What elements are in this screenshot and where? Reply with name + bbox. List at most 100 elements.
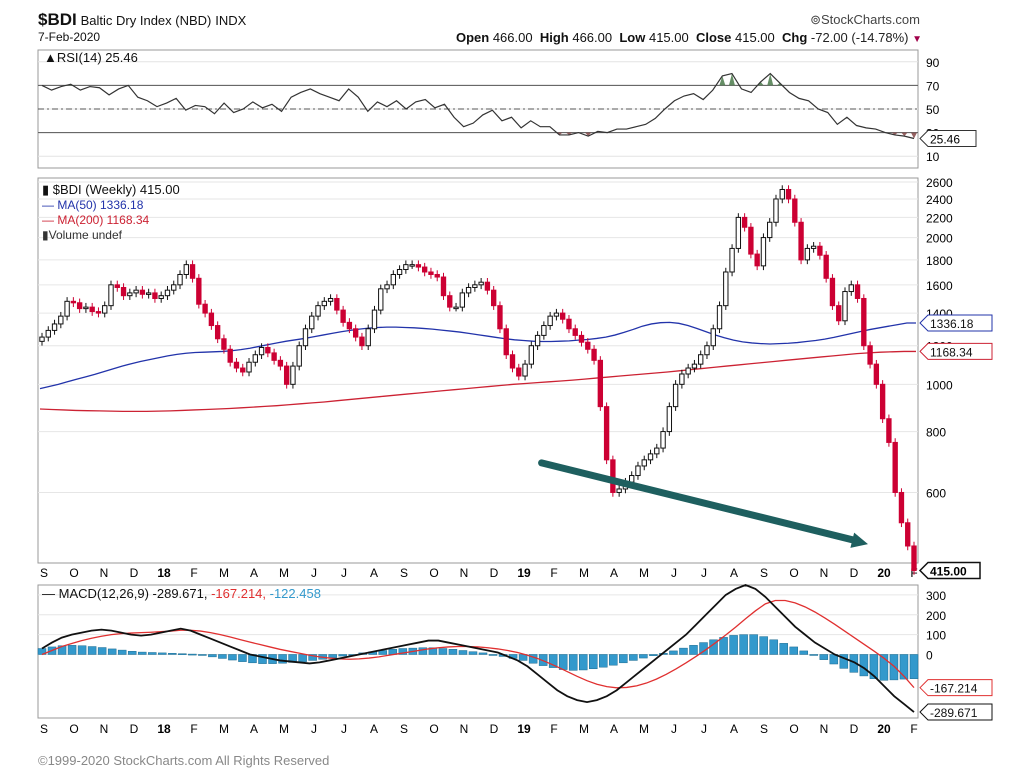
macd-histogram-bar — [398, 648, 408, 655]
down-triangle-icon: ▼ — [912, 34, 922, 45]
x-tick-label: N — [100, 722, 109, 736]
candle-body — [371, 309, 378, 330]
macd-histogram-bar — [458, 650, 468, 655]
candle-body — [760, 237, 767, 267]
candle-body — [396, 269, 403, 275]
candle-body — [641, 459, 647, 467]
candle-body — [158, 295, 164, 299]
macd-histogram-bar — [218, 654, 227, 659]
price-tick-label: 800 — [926, 426, 946, 440]
candle-body — [64, 300, 70, 317]
candle-body — [346, 321, 353, 330]
macd-line — [41, 584, 915, 713]
candle-body — [183, 264, 189, 275]
candle-body — [516, 367, 522, 377]
x-tick-label: D — [490, 722, 499, 736]
candle-body — [741, 216, 748, 228]
macd-histogram-bar — [97, 647, 107, 655]
x-tick-label: A — [250, 722, 258, 736]
candle-body — [810, 245, 817, 249]
x-tick-label: A — [730, 566, 738, 580]
candle-body — [660, 431, 666, 449]
macd-histogram-bar — [879, 654, 889, 681]
candle-body — [848, 284, 854, 293]
macd-last-value-tag — [919, 703, 993, 721]
macd-histogram-bar — [739, 634, 748, 655]
candle-body — [390, 273, 396, 286]
x-tick-label: D — [490, 566, 499, 580]
candle-body — [152, 292, 158, 299]
macd-histogram-bar — [178, 653, 187, 655]
candle-body — [886, 418, 892, 443]
macd-histogram-bar — [629, 654, 638, 661]
candle-body — [629, 475, 635, 483]
brand-label: ⊚StockCharts.com — [810, 12, 920, 27]
candle-body — [127, 292, 133, 297]
candle-body — [465, 286, 472, 294]
rsi-tick-label: 50 — [926, 103, 940, 117]
rsi-title: ▲RSI(14) 25.46 — [44, 50, 138, 65]
x-tick-label: S — [40, 722, 48, 736]
macd-histogram-bar — [117, 649, 127, 655]
candle-body — [76, 302, 83, 310]
x-tick-label: M — [219, 722, 229, 736]
macd-signal-last-value-label: -167.214 — [930, 682, 978, 696]
candle-body — [196, 277, 202, 305]
candle-body — [779, 188, 785, 200]
candle-body — [271, 352, 277, 361]
x-tick-label: S — [760, 722, 768, 736]
price-tick-label: 1600 — [926, 279, 953, 293]
macd-histogram-bar — [909, 654, 919, 679]
candle-body — [58, 315, 64, 325]
macd-histogram-bar — [839, 654, 849, 669]
candle-body — [309, 315, 315, 330]
x-tick-label: O — [69, 722, 78, 736]
x-tick-label: S — [400, 566, 408, 580]
candle-body — [277, 359, 284, 367]
macd-histogram-bar — [649, 654, 658, 656]
ma50-legend: — MA(50) 1336.18 — [42, 198, 144, 212]
candle-body — [603, 406, 610, 461]
macd-histogram-bar — [308, 654, 317, 661]
candle-body — [610, 459, 616, 493]
candle-body — [484, 281, 491, 291]
candle-body — [823, 254, 829, 279]
candle-body — [679, 373, 685, 385]
x-tick-label: 18 — [157, 566, 171, 580]
x-tick-label: A — [250, 566, 258, 580]
candle-body — [735, 216, 742, 249]
macd-histogram-bar — [107, 648, 117, 655]
macd-histogram-bar — [799, 650, 808, 655]
x-tick-label: J — [671, 566, 677, 580]
macd-histogram-bar — [869, 654, 879, 679]
rsi-line — [41, 72, 915, 140]
candle-body — [792, 198, 798, 223]
candle-body — [189, 264, 196, 279]
price-tick-label: 2400 — [926, 193, 953, 207]
x-tick-label: M — [639, 566, 649, 580]
x-tick-label: A — [610, 566, 618, 580]
candle-body — [748, 226, 754, 255]
x-tick-label: F — [550, 722, 557, 736]
macd-histogram-bar — [57, 645, 67, 655]
candle-body — [785, 188, 792, 200]
macd-histogram-bar — [578, 654, 588, 671]
macd-histogram-bar — [238, 654, 247, 662]
macd-histogram-bar — [188, 653, 197, 656]
candle-body — [842, 291, 848, 322]
candle-body — [892, 441, 898, 493]
price-panel: 6008001000120014001600180020002200240026… — [37, 176, 993, 580]
macd-histogram-bar — [689, 645, 698, 655]
macd-signal-last-value-tag — [919, 679, 993, 697]
macd-histogram-bar — [719, 637, 728, 655]
price-last-value-tag — [918, 561, 981, 580]
price-tick-label: 2200 — [926, 211, 953, 225]
macd-histogram-bar — [468, 651, 478, 655]
candle-body — [171, 284, 177, 291]
macd-histogram-bar — [789, 646, 798, 655]
x-tick-label: O — [789, 566, 798, 580]
x-tick-label: J — [311, 566, 317, 580]
macd-tick-label: 200 — [926, 609, 946, 623]
x-tick-label: 18 — [157, 722, 171, 736]
candle-body — [666, 406, 673, 433]
